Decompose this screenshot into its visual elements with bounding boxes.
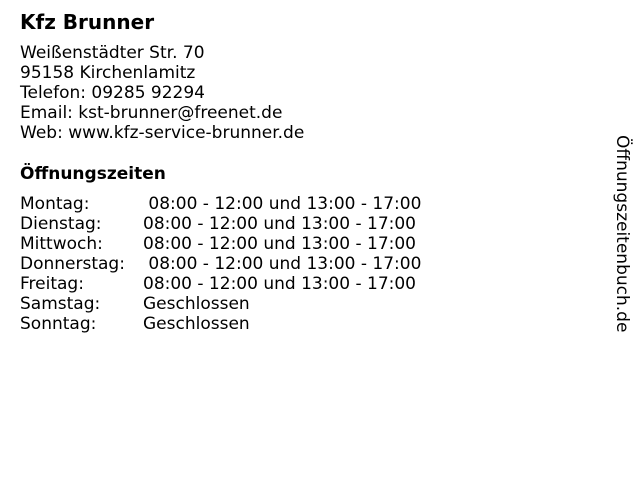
hours-row: Donnerstag: 08:00 - 12:00 und 13:00 - 17…: [20, 254, 421, 274]
hours-row: Samstag: Geschlossen: [20, 294, 421, 314]
time: Geschlossen: [143, 294, 250, 314]
website: Web: www.kfz-service-brunner.de: [20, 123, 305, 143]
address-block: Weißenstädter Str. 70 95158 Kirchenlamit…: [20, 43, 304, 143]
time: 08:00 - 12:00 und 13:00 - 17:00: [143, 214, 416, 234]
hours-row: Dienstag: 08:00 - 12:00 und 13:00 - 17:00: [20, 214, 421, 234]
hours-table: Montag: 08:00 - 12:00 und 13:00 - 17:00 …: [20, 194, 421, 334]
hours-row: Montag: 08:00 - 12:00 und 13:00 - 17:00: [20, 194, 421, 214]
time: Geschlossen: [143, 314, 250, 334]
hours-row: Freitag: 08:00 - 12:00 und 13:00 - 17:00: [20, 274, 421, 294]
email: Email: kst-brunner@freenet.de: [20, 103, 283, 123]
hours-row: Mittwoch: 08:00 - 12:00 und 13:00 - 17:00: [20, 234, 421, 254]
watermark-text: Öffnungszeitenbuch.de: [612, 135, 632, 333]
city: 95158 Kirchenlamitz: [20, 63, 196, 83]
day: Montag:: [20, 194, 90, 214]
street: Weißenstädter Str. 70: [20, 43, 205, 63]
day: Donnerstag:: [20, 254, 125, 274]
day: Freitag:: [20, 274, 84, 294]
phone: Telefon: 09285 92294: [20, 83, 205, 103]
day: Dienstag:: [20, 214, 102, 234]
day: Samstag:: [20, 294, 101, 314]
day: Sonntag:: [20, 314, 97, 334]
time: 08:00 - 12:00 und 13:00 - 17:00: [143, 274, 416, 294]
business-name: Kfz Brunner: [20, 10, 155, 34]
hours-row: Sonntag: Geschlossen: [20, 314, 421, 334]
day: Mittwoch:: [20, 234, 103, 254]
time: 08:00 - 12:00 und 13:00 - 17:00: [143, 234, 416, 254]
time: 08:00 - 12:00 und 13:00 - 17:00: [143, 254, 422, 274]
time: 08:00 - 12:00 und 13:00 - 17:00: [143, 194, 422, 214]
hours-heading: Öffnungszeiten: [20, 164, 166, 184]
